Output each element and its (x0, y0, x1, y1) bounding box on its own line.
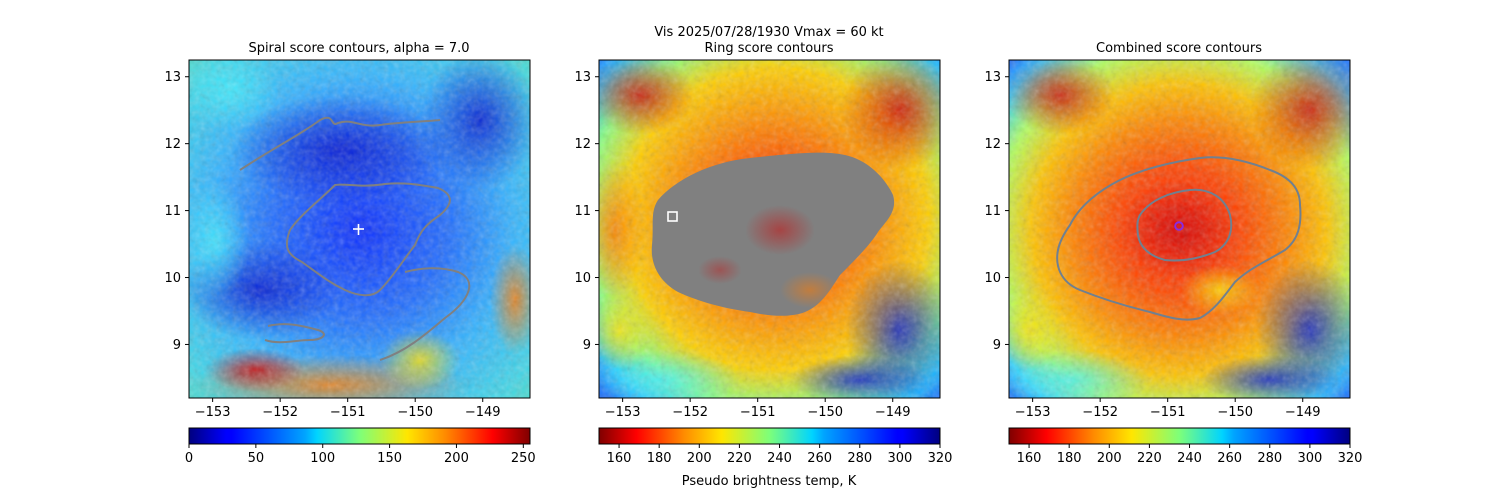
x-tick-label: −150 (397, 405, 433, 420)
y-tick-label: 9 (993, 338, 1001, 353)
panel-ring: Ring score contours −153 −152 −151 −150 −149… (574, 41, 953, 489)
y-tick-label: 11 (574, 204, 591, 219)
x-tick-label: −149 (465, 405, 501, 420)
colorbar-tick-label: 180 (647, 451, 672, 466)
colorbar-tick-label: 220 (727, 451, 752, 466)
colorbar-tick-label: 0 (185, 451, 193, 466)
colorbar-tick-label: 200 (1097, 451, 1122, 466)
x-tick-label: −152 (672, 405, 708, 420)
x-tick-label: −151 (330, 405, 366, 420)
axes-frame (1008, 59, 1351, 399)
axes-frame (598, 59, 941, 399)
y-axis: 9 10 11 12 13 (984, 70, 1009, 353)
y-tick-label: 12 (984, 137, 1001, 152)
y-tick-label: 9 (173, 338, 181, 353)
x-tick-label: −150 (807, 405, 843, 420)
colorbar: 160 180 200 220 240 260 280 300 320 Pseudo brigh… (598, 427, 953, 489)
x-tick-label: −152 (1082, 405, 1118, 420)
x-axis: −153 −152 −151 −150 −149 (605, 398, 911, 420)
x-tick-label: −151 (1150, 405, 1186, 420)
colorbar-tick-label: 250 (511, 451, 536, 466)
colorbar-tick-label: 180 (1057, 451, 1082, 466)
panel-title: Spiral score contours, alpha = 7.0 (248, 41, 469, 56)
y-tick-label: 13 (164, 70, 181, 85)
colorbar: 0 50 100 150 200 250 (185, 427, 536, 466)
y-axis: 9 10 11 12 13 (164, 70, 189, 353)
colorbar-tick-label: 150 (377, 451, 402, 466)
colorbar-tick-label: 240 (1177, 451, 1202, 466)
x-tick-label: −153 (195, 405, 231, 420)
y-tick-label: 12 (574, 137, 591, 152)
colorbar-tick-label: 320 (1338, 451, 1363, 466)
x-axis: −153 −152 −151 −150 −149 (1015, 398, 1321, 420)
colorbar-tick-label: 260 (1217, 451, 1242, 466)
x-axis: −153 −152 −151 −150 −149 (195, 398, 501, 420)
y-tick-label: 12 (164, 137, 181, 152)
axes-frame (188, 59, 531, 399)
x-tick-label: −153 (605, 405, 641, 420)
colorbar-tick-label: 100 (310, 451, 335, 466)
y-tick-label: 13 (574, 70, 591, 85)
colorbar-tick-label: 200 (687, 451, 712, 466)
colorbar-tick-label: 300 (1297, 451, 1322, 466)
colorbar-tick-label: 160 (607, 451, 632, 466)
y-tick-label: 10 (574, 271, 591, 286)
panel-title: Combined score contours (1096, 41, 1262, 56)
y-tick-label: 9 (583, 338, 591, 353)
x-tick-label: −149 (1285, 405, 1321, 420)
center-circle-marker (1174, 221, 1184, 231)
panel-title: Ring score contours (704, 41, 833, 56)
colorbar-tick-label: 300 (887, 451, 912, 466)
colorbar-tick-label: 220 (1137, 451, 1162, 466)
x-tick-label: −153 (1015, 405, 1051, 420)
x-tick-label: −152 (262, 405, 298, 420)
x-tick-label: −151 (740, 405, 776, 420)
x-tick-label: −150 (1217, 405, 1253, 420)
panel-combined: Combined score contours −153 −152 −151 −150… (984, 41, 1363, 466)
colorbar-tick-label: 320 (928, 451, 953, 466)
heatmap-image (189, 60, 530, 398)
y-tick-label: 10 (984, 271, 1001, 286)
center-plus-marker (353, 224, 364, 235)
colorbar-tick-label: 240 (767, 451, 792, 466)
colorbar-tick-label: 160 (1017, 451, 1042, 466)
y-axis: 9 10 11 12 13 (574, 70, 599, 353)
colorbar-tick-label: 280 (1257, 451, 1282, 466)
colorbar-tick-label: 200 (444, 451, 469, 466)
x-tick-label: −149 (875, 405, 911, 420)
colorbar-tick-label: 280 (847, 451, 872, 466)
figure-suptitle: Vis 2025/07/28/1930 Vmax = 60 kt (654, 25, 883, 40)
center-square-marker (667, 211, 678, 222)
y-tick-label: 13 (984, 70, 1001, 85)
heatmap-image (599, 60, 940, 398)
colorbar-tick-label: 50 (248, 451, 265, 466)
colorbar: 160 180 200 220 240 260 280 300 320 (1008, 427, 1363, 466)
colorbar-tick-label: 260 (807, 451, 832, 466)
y-tick-label: 10 (164, 271, 181, 286)
panel-spiral: Spiral score contours, alpha = 7.0 −153−… (164, 41, 536, 466)
colorbar-label: Pseudo brightness temp, K (682, 474, 857, 489)
y-tick-label: 11 (984, 204, 1001, 219)
y-tick-label: 11 (164, 204, 181, 219)
heatmap-image (1009, 60, 1350, 398)
